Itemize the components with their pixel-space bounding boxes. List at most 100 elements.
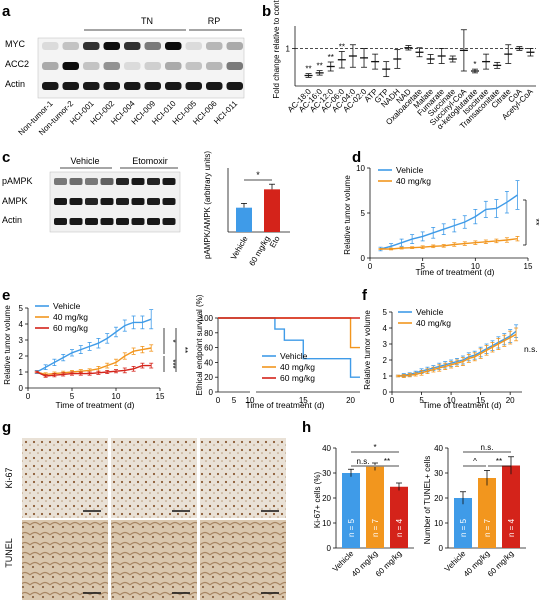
blot-band	[103, 42, 120, 50]
f-ylabel: Relative tumor volume	[363, 310, 372, 390]
x-tick-label: 10	[471, 262, 480, 271]
bar-label: Vehicle	[229, 234, 250, 261]
blot-band	[83, 82, 100, 90]
x-tick-label: 0	[390, 396, 395, 405]
e-xlabel: Time of treatment (d)	[55, 400, 134, 410]
blot-band	[131, 198, 145, 205]
blot-band	[62, 42, 79, 50]
panel-c: c Vehicle Etomoxir pAMPK AMPK Actin pAMP…	[2, 149, 290, 267]
blot-band	[83, 42, 100, 50]
panel-letter-h: h	[302, 419, 311, 436]
blot-band	[162, 218, 176, 225]
blot-band	[54, 218, 67, 225]
blot-band	[54, 178, 67, 185]
c-row-pampk: pAMPK	[2, 176, 33, 186]
blot-band	[206, 62, 223, 70]
d-xlabel: Time of treatment (d)	[415, 267, 494, 277]
x-tick-label: 15	[476, 396, 485, 405]
significance-mark: **	[180, 347, 189, 353]
bar	[390, 486, 408, 548]
blot-band	[162, 178, 176, 185]
x-tick-label: 10	[447, 396, 456, 405]
significance-mark: ^	[473, 457, 477, 466]
blot-band	[69, 218, 83, 225]
significance-mark: **	[305, 65, 311, 74]
y-tick-label: 10	[356, 164, 365, 173]
blot-band	[124, 82, 141, 90]
blot-band	[62, 62, 79, 70]
x-tick-label: 20	[346, 396, 355, 405]
significance-mark: n.s.	[481, 443, 494, 452]
series-line	[36, 364, 152, 377]
c-row-ampk: AMPK	[2, 196, 28, 206]
blot-row-myc: MYC	[5, 39, 26, 49]
blot-band	[100, 218, 114, 225]
x-tick-label: 5	[419, 396, 424, 405]
blot-band	[226, 62, 243, 70]
blot-band	[116, 198, 129, 205]
series-line	[380, 237, 518, 250]
e-surv-ylabel: Ethical endpoint survival (%)	[195, 294, 204, 395]
significance-mark: **	[339, 43, 345, 52]
series-line	[380, 194, 518, 250]
panel-g: g Ki-67 TUNEL	[2, 419, 286, 600]
blot-band	[100, 178, 114, 185]
significance-mark: *	[473, 60, 476, 69]
blot-band	[131, 178, 145, 185]
blot-band	[124, 62, 141, 70]
y-tick-label: 20	[434, 494, 443, 503]
blot-row-actin: Actin	[5, 79, 25, 89]
y-tick-label: 0	[19, 384, 24, 393]
b-ylabel: Fold change relative to control	[272, 0, 281, 99]
series-line	[36, 318, 152, 373]
blot-band	[144, 82, 161, 90]
legend-label: Vehicle	[53, 301, 81, 311]
y-tick-label: 0	[361, 254, 366, 263]
y-tick-label: 5	[19, 304, 24, 313]
bar	[236, 207, 252, 232]
blot-band	[85, 218, 98, 225]
d-ylabel: Relative tumor volume	[343, 175, 352, 255]
bar	[366, 466, 384, 548]
y-tick-label: 4	[383, 324, 388, 333]
category-label: 60 mg/kg	[374, 549, 404, 579]
g-row-tunel: TUNEL	[4, 538, 14, 568]
panel-a: a TN RP MYC ACC2 Actin Non-tumor-1Non-tu…	[2, 3, 245, 138]
y-tick-label: 40	[322, 444, 331, 453]
x-tick-label: 10	[112, 392, 121, 401]
y-tick-label: 40	[204, 358, 213, 367]
significance-mark: ***	[168, 359, 177, 368]
legend-label: 40 mg/kg	[280, 362, 315, 372]
blot-band	[103, 62, 120, 70]
group-label-tn: TN	[141, 16, 153, 26]
x-tick-label: 15	[299, 396, 308, 405]
blot-band	[144, 62, 161, 70]
c-group-etomoxir: Etomoxir	[132, 156, 168, 166]
significance-mark: *	[373, 443, 376, 452]
legend-label: Vehicle	[280, 351, 308, 361]
panel-letter-e: e	[2, 287, 10, 304]
legend-label: Vehicle	[416, 307, 444, 317]
blot-band	[54, 198, 67, 205]
y-tick-label: 60	[204, 344, 213, 353]
blot-band	[85, 178, 98, 185]
y-tick-label: 5	[361, 209, 366, 218]
sample-labels-a: Non-tumor-1Non-tumor-2HCI-001HCI-002HCI-…	[17, 99, 240, 138]
n-label: n = 5	[459, 518, 468, 537]
x-tick-label: 5	[420, 262, 425, 271]
x-tick-label: 0	[216, 396, 221, 405]
blot-band	[185, 82, 202, 90]
c-group-vehicle: Vehicle	[70, 156, 99, 166]
n-label: n = 5	[347, 518, 356, 537]
g-row-ki67: Ki-67	[4, 467, 14, 488]
blot-band	[83, 62, 100, 70]
legend-label: 60 mg/kg	[280, 373, 315, 383]
ki67-image-40	[111, 438, 197, 518]
blot-band	[206, 42, 223, 50]
blot-band	[147, 198, 160, 205]
